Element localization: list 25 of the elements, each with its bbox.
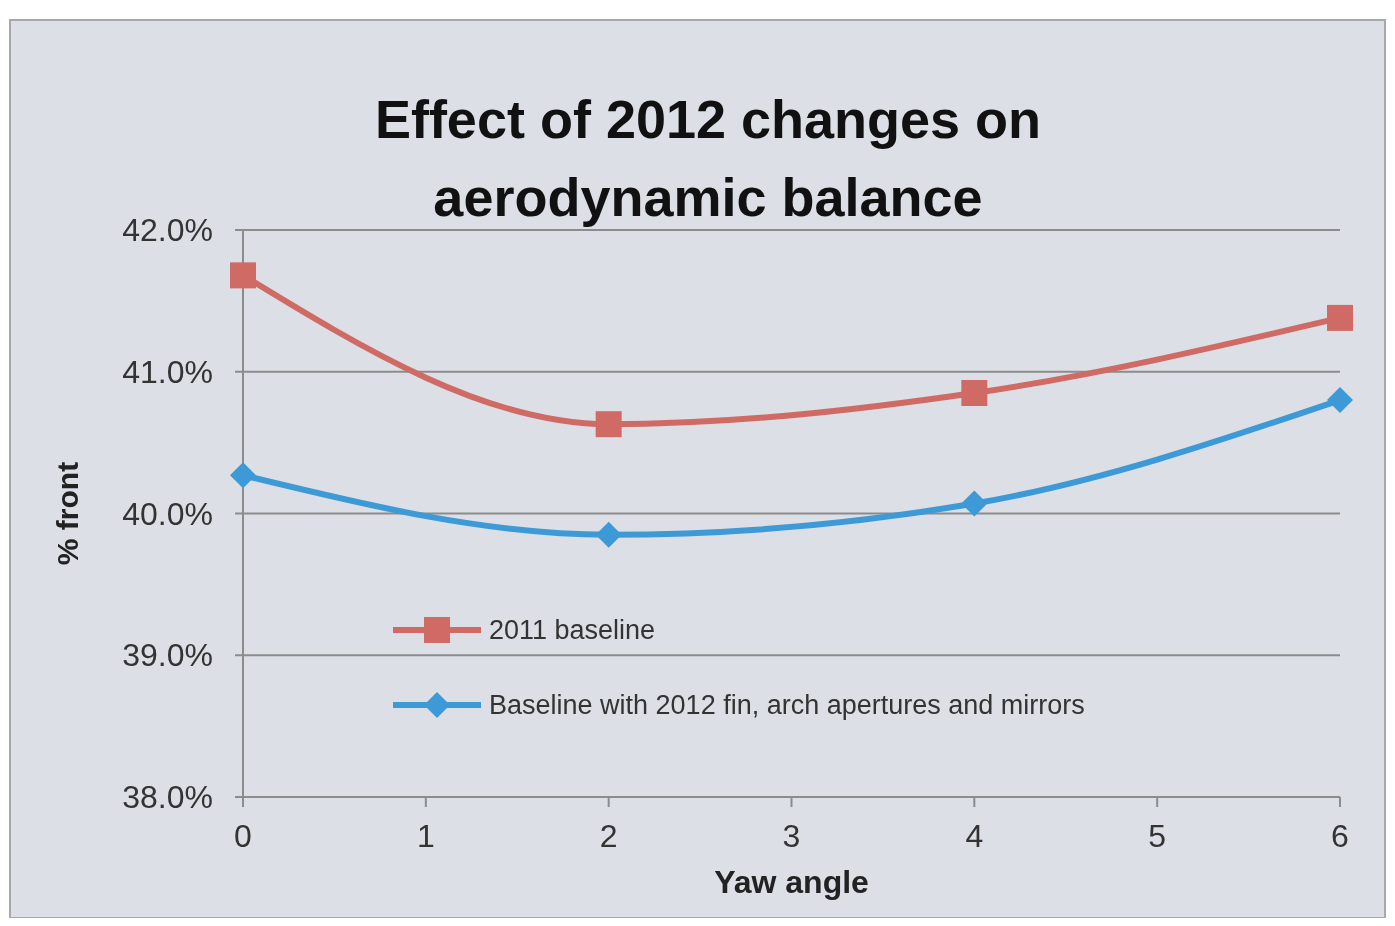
x-tick-label: 3 [782, 818, 801, 854]
x-tick-label: 5 [1148, 818, 1167, 854]
x-tick-label: 0 [234, 818, 252, 854]
y-tick-label: 39.0% [122, 637, 213, 674]
legend-label: Baseline with 2012 fin, arch apertures and mirrors [489, 690, 1085, 721]
point [961, 490, 988, 517]
point [230, 462, 256, 489]
legend-label: 2011 baseline [489, 615, 656, 646]
point [595, 521, 622, 548]
point [1327, 304, 1353, 331]
y-tick-label: 42.0% [122, 212, 213, 249]
point [230, 262, 256, 289]
x-tick-label: 4 [965, 818, 984, 854]
x-axis-title: Yaw angle [714, 864, 869, 900]
y-tick-label: 38.0% [122, 779, 213, 816]
y-axis-title: % front [51, 461, 84, 566]
y-tick-label: 41.0% [122, 353, 213, 390]
x-tick-label: 6 [1331, 818, 1349, 854]
y-tick-label: 40.0% [122, 495, 213, 532]
x-tick-label: 1 [416, 818, 435, 854]
point [595, 411, 622, 438]
chart-title: Effect of 2012 changes on aerodynamic balance [374, 89, 1042, 227]
x-tick-label: 2 [599, 818, 618, 854]
point [1327, 387, 1353, 414]
point [961, 380, 988, 407]
